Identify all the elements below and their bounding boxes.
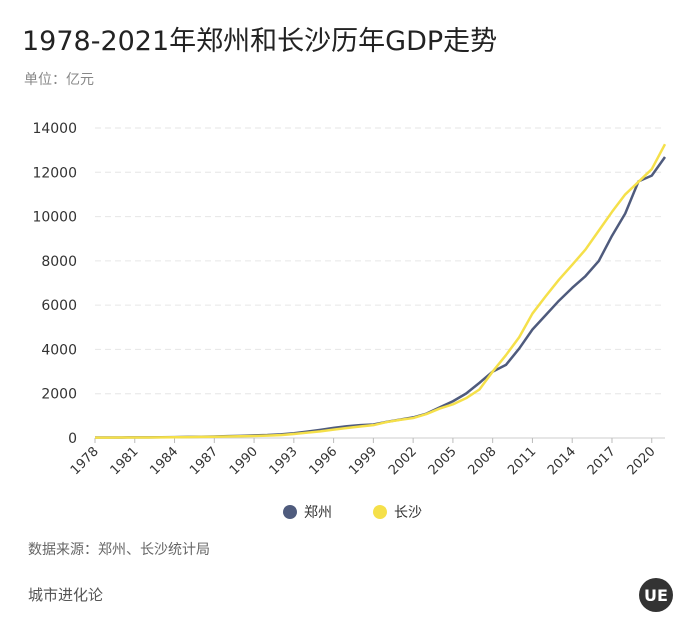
x-tick-label: 1984 — [147, 444, 181, 478]
x-tick-label: 1978 — [68, 444, 102, 478]
x-tick-label: 2005 — [426, 444, 460, 478]
x-tick-label: 2017 — [585, 444, 619, 478]
y-tick-label: 10000 — [32, 210, 77, 226]
x-tick-label: 1987 — [187, 444, 221, 478]
y-tick-label: 2000 — [41, 387, 77, 403]
legend-marker — [373, 505, 387, 519]
y-tick-label: 4000 — [41, 342, 77, 358]
y-tick-label: 14000 — [32, 121, 77, 137]
y-tick-label: 8000 — [41, 254, 77, 270]
x-tick-label: 2008 — [465, 444, 499, 478]
x-tick-label: 1996 — [306, 444, 340, 478]
chart-title: 1978-2021年郑州和长沙历年GDP走势 — [22, 26, 497, 57]
x-tick-label: 1990 — [227, 444, 261, 478]
footer: 城市进化论 — [28, 586, 103, 604]
x-tick-label: 2020 — [625, 444, 659, 478]
series-line — [94, 143, 667, 439]
source: 数据来源：郑州、长沙统计局 — [28, 542, 210, 558]
logo-badge — [639, 578, 673, 612]
x-tick-label: 2011 — [505, 444, 539, 478]
x-tick-label: 2002 — [386, 444, 420, 478]
legend-label: 长沙 — [394, 505, 422, 521]
x-tick-label: 1999 — [346, 444, 380, 478]
x-tick-label: 2014 — [545, 444, 579, 478]
y-tick-label: 12000 — [32, 165, 77, 181]
legend-label: 郑州 — [304, 505, 332, 521]
y-tick-label: 0 — [68, 431, 77, 447]
x-tick-label: 1993 — [267, 444, 301, 478]
series-line — [94, 156, 667, 439]
x-tick-label: 1981 — [108, 444, 142, 478]
legend-marker — [283, 505, 297, 519]
chart-subtitle: 单位：亿元 — [24, 72, 94, 88]
y-tick-label: 6000 — [41, 298, 77, 314]
logo: UE — [644, 586, 668, 605]
